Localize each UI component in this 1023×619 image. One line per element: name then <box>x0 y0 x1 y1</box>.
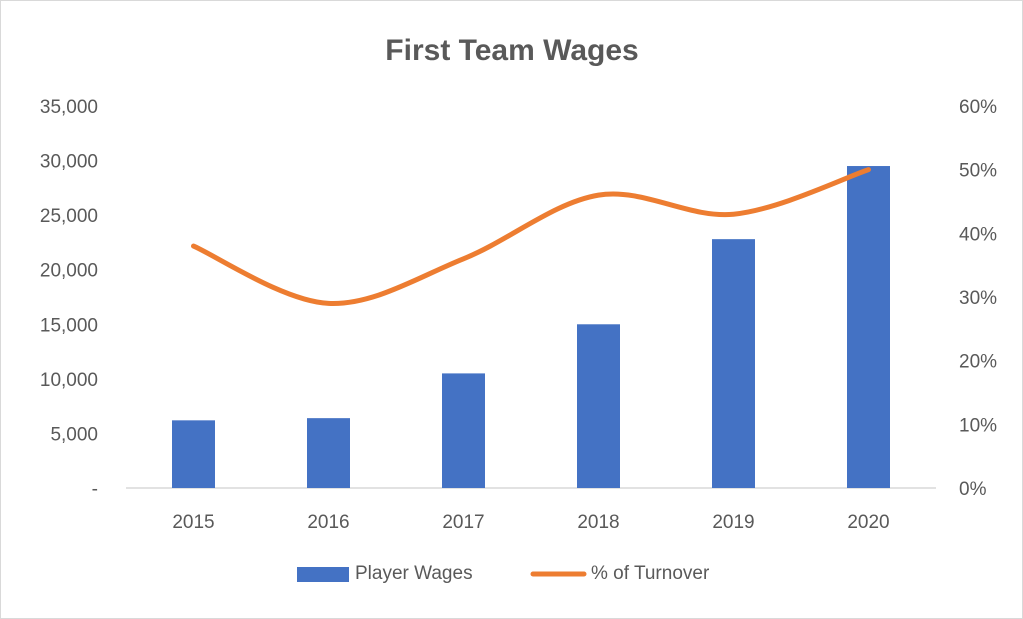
x-axis-ticks: 2015 2016 2017 2018 2019 2020 <box>172 512 889 533</box>
left-tick-label: - <box>92 479 98 500</box>
bar-series <box>172 166 890 488</box>
right-tick-label: 0% <box>959 479 987 500</box>
bar <box>172 420 215 488</box>
x-tick-label: 2019 <box>712 512 754 533</box>
left-tick-label: 10,000 <box>40 370 98 391</box>
bar <box>307 418 350 488</box>
left-tick-label: 25,000 <box>40 206 98 227</box>
right-tick-label: 20% <box>959 352 997 373</box>
x-tick-label: 2015 <box>172 512 214 533</box>
x-tick-label: 2020 <box>847 512 889 533</box>
left-tick-label: 20,000 <box>40 261 98 282</box>
bar <box>847 166 890 488</box>
legend-swatch-player-wages <box>297 567 349 582</box>
bar <box>577 324 620 488</box>
left-tick-label: 5,000 <box>50 424 98 445</box>
x-tick-label: 2017 <box>442 512 484 533</box>
right-tick-label: 10% <box>959 415 997 436</box>
left-tick-label: 15,000 <box>40 315 98 336</box>
bar <box>712 239 755 488</box>
left-tick-label: 35,000 <box>40 97 98 118</box>
right-tick-label: 30% <box>959 288 997 309</box>
right-tick-label: 60% <box>959 97 997 118</box>
bar <box>442 373 485 488</box>
right-axis-ticks: 0% 10% 20% 30% 40% 50% 60% <box>959 97 997 500</box>
legend: Player Wages % of Turnover <box>297 563 710 584</box>
right-tick-label: 50% <box>959 161 997 182</box>
x-tick-label: 2018 <box>577 512 619 533</box>
left-axis-ticks: - 5,000 10,000 15,000 20,000 25,000 30,000 35,0… <box>40 97 98 500</box>
line-series <box>191 167 871 306</box>
right-tick-label: 40% <box>959 224 997 245</box>
legend-label-turnover: % of Turnover <box>591 563 710 584</box>
chart-title: First Team Wages <box>385 34 638 67</box>
x-tick-label: 2016 <box>307 512 349 533</box>
turnover-line <box>191 167 871 306</box>
legend-label-player-wages: Player Wages <box>355 563 473 584</box>
left-tick-label: 30,000 <box>40 152 98 173</box>
